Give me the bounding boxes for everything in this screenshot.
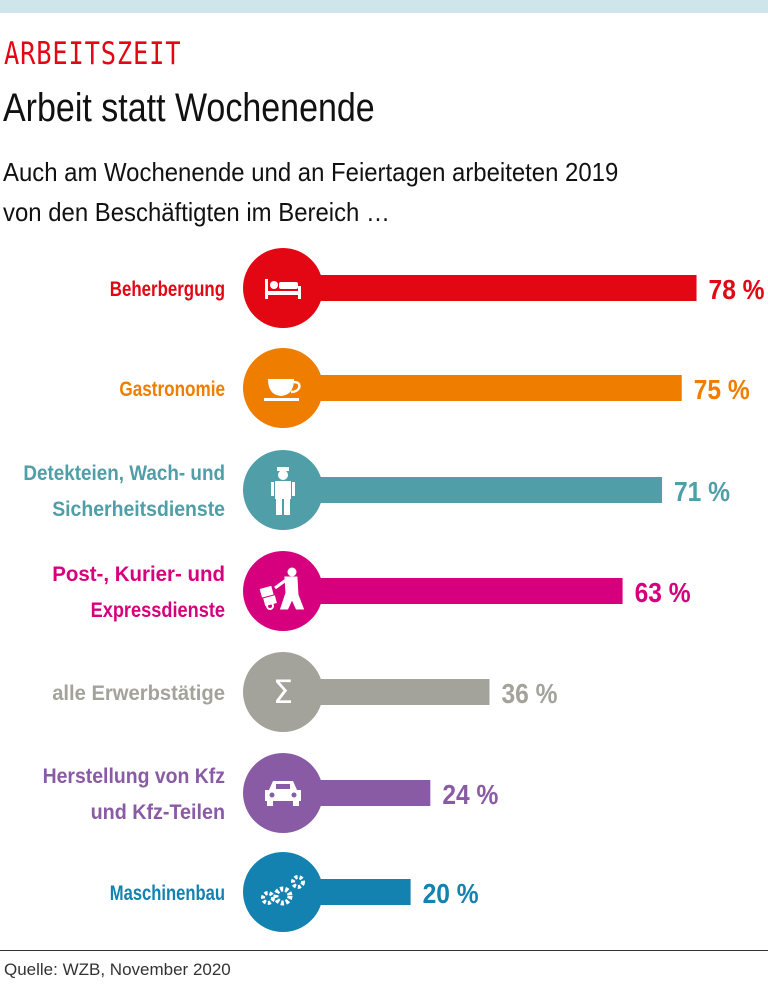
bar [312, 275, 697, 301]
car-icon [265, 781, 301, 806]
category-label: Post-, Kurier- und [52, 563, 225, 586]
gears-icon [261, 875, 305, 906]
bar-row: Post-, Kurier- und Expressdienste 63 % [52, 551, 691, 631]
bar [312, 477, 663, 503]
bar-row: Herstellung von Kfz und Kfz-Teilen 24 % [43, 753, 498, 833]
svg-text:Σ: Σ [273, 673, 293, 711]
security-guard-icon [271, 467, 295, 515]
category-label: alle Erwerbstätige [52, 682, 225, 705]
value-label: 71 % [674, 476, 730, 507]
value-label: 75 % [694, 374, 750, 405]
bar-row: Maschinenbau 20 % [110, 852, 479, 932]
icon-circle [243, 852, 323, 932]
category-label: Sicherheitsdienste [52, 498, 225, 521]
sigma-icon: Σ [273, 673, 293, 711]
category-label: Detekteien, Wach- und [23, 462, 225, 485]
coffee-cup-icon [264, 379, 301, 401]
bar [312, 375, 682, 401]
value-label: 78 % [709, 274, 765, 305]
category-label: Expressdienste [91, 599, 225, 622]
value-label: 36 % [501, 678, 557, 709]
category-label: Gastronomie [119, 378, 225, 401]
icon-circle [243, 652, 323, 732]
hand-truck-courier-icon [259, 567, 305, 610]
kicker: ARBEITSZEIT [4, 36, 182, 72]
category-label: Herstellung von Kfz [43, 765, 225, 788]
bed-icon [265, 279, 301, 299]
subtitle-line-2: von den Beschäftigten im Bereich … [3, 197, 390, 227]
bar-row: Gastronomie 75 % [119, 348, 750, 428]
category-label: Maschinenbau [110, 882, 225, 905]
value-label: 63 % [635, 577, 691, 608]
value-label: 20 % [423, 878, 479, 909]
source-note: Quelle: WZB, November 2020 [4, 960, 231, 979]
subtitle-line-1: Auch am Wochenende und an Feiertagen arb… [3, 157, 619, 187]
bar-row: Detekteien, Wach- und Sicherheitsdienste 7… [23, 450, 730, 530]
page-title: Arbeit statt Wochenende [3, 86, 375, 130]
subtitle: Auch am Wochenende und an Feiertagen arb… [3, 152, 618, 232]
top-bar [0, 0, 768, 13]
footer-divider [0, 950, 768, 951]
bar [312, 679, 490, 705]
category-label: Beherbergung [110, 278, 225, 301]
bar [312, 578, 623, 604]
bar [312, 780, 431, 806]
icon-circle [243, 551, 323, 631]
value-label: 24 % [442, 779, 498, 810]
bar-row: Beherbergung 78 % [110, 248, 765, 328]
category-label: und Kfz-Teilen [91, 801, 225, 824]
bar [312, 879, 411, 905]
